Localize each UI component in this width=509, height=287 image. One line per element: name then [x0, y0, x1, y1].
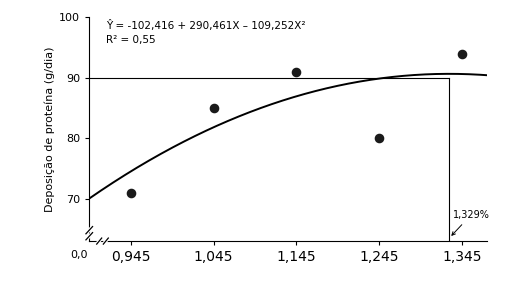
Point — [292, 69, 300, 74]
Point — [126, 190, 134, 195]
Point — [209, 106, 217, 110]
Text: 0,0: 0,0 — [70, 250, 88, 260]
Text: R² = 0,55: R² = 0,55 — [106, 35, 155, 45]
Point — [457, 51, 465, 56]
Text: 1,329%: 1,329% — [451, 210, 489, 235]
Point — [375, 136, 383, 141]
Y-axis label: Deposição de proteína (g/dia): Deposição de proteína (g/dia) — [44, 46, 55, 212]
Text: Ŷ = -102,416 + 290,461X – 109,252X²: Ŷ = -102,416 + 290,461X – 109,252X² — [106, 20, 305, 31]
